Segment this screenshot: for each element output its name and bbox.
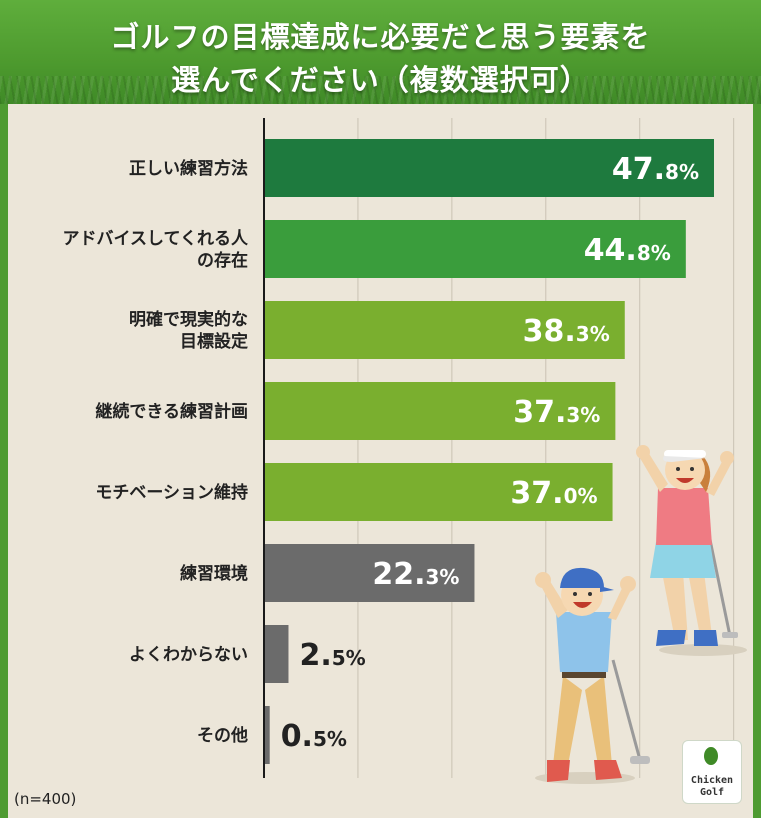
grass-texture	[0, 76, 761, 104]
bar-4	[265, 382, 616, 440]
bar-1	[265, 139, 714, 197]
sample-size-note: (n=400)	[14, 790, 77, 808]
category-label-3: 明確で現実的な目標設定	[129, 309, 248, 352]
gridlines	[357, 118, 735, 778]
logo-text-line-2: Golf	[699, 787, 725, 798]
category-label-7: よくわからない	[129, 645, 248, 665]
value-label-1: 47.8%	[612, 152, 699, 187]
bar-8	[265, 706, 270, 764]
value-labels: 47.8% 44.8% 38.3% 37.3% 37.0% 22.3% 2.5% 0.5%	[281, 152, 699, 754]
category-label-6: 練習環境	[180, 563, 248, 584]
left-grass-border	[0, 104, 8, 818]
chart-title-line-2: 選んでください（複数選択可）	[171, 63, 590, 97]
bar-3	[265, 301, 625, 359]
value-label-3: 38.3%	[523, 314, 610, 349]
category-label-4: 継続できる練習計画	[95, 401, 248, 422]
value-label-7: 2.5%	[299, 638, 365, 673]
category-label-8: その他	[197, 725, 248, 746]
chart-title-line-1: ゴルフの目標達成に必要だと思う要素を	[110, 20, 651, 54]
category-label-5: モチベーション維持	[95, 482, 248, 503]
bar-5	[265, 463, 613, 521]
chicken-golf-logo: Chicken Golf	[682, 740, 742, 804]
value-label-8: 0.5%	[281, 719, 347, 754]
value-label-2: 44.8%	[584, 233, 671, 268]
category-label-2: アドバイスしてくれる人の存在	[63, 229, 249, 271]
header-banner: ゴルフの目標達成に必要だと思う要素を 選んでください（複数選択可）	[0, 0, 761, 104]
logo-text-line-1: Chicken	[690, 775, 734, 786]
leaf-icon	[704, 747, 718, 765]
bar-7	[265, 625, 289, 683]
category-label-1: 正しい練習方法	[129, 158, 248, 179]
category-labels: 正しい練習方法アドバイスしてくれる人の存在明確で現実的な目標設定継続できる練習計…	[63, 158, 249, 746]
bars	[265, 139, 714, 764]
right-grass-border	[753, 104, 761, 818]
woman-golfer-illustration	[636, 445, 747, 656]
value-label-6: 22.3%	[372, 557, 459, 592]
bar-6	[265, 544, 475, 602]
value-label-4: 37.3%	[513, 395, 600, 430]
value-label-5: 37.0%	[510, 476, 597, 511]
man-golfer-illustration	[535, 567, 650, 784]
bar-2	[265, 220, 686, 278]
